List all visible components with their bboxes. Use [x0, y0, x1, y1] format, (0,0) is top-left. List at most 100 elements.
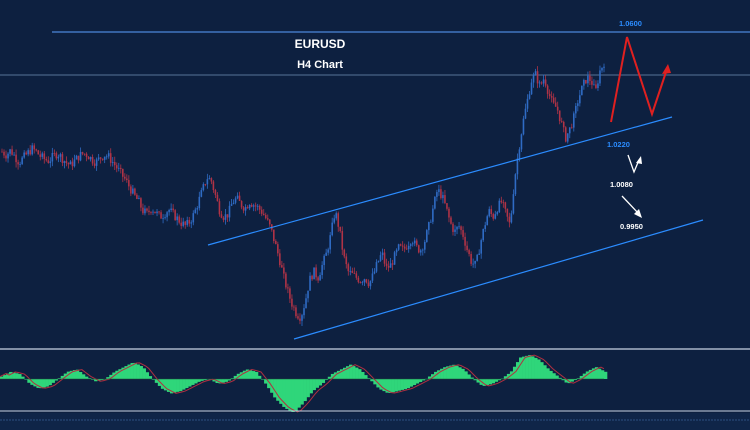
oscillator-bar — [203, 379, 207, 381]
candle-body — [51, 152, 54, 162]
oscillator-bar — [94, 379, 98, 382]
candle-body — [558, 110, 561, 122]
candle-body — [7, 153, 9, 159]
candle-body — [399, 244, 402, 246]
candle-body — [53, 152, 56, 154]
oscillator-bar — [497, 379, 502, 381]
oscillator-bar — [157, 379, 162, 386]
candle-body — [111, 161, 114, 163]
candle-body — [252, 205, 255, 207]
candle-body — [546, 85, 549, 94]
candle-body — [47, 160, 50, 163]
candle-body — [564, 127, 567, 142]
oscillator-bar — [188, 379, 192, 387]
oscillator-bar — [591, 368, 596, 379]
candle-body — [329, 235, 331, 250]
candle-body — [436, 192, 438, 197]
oscillator-bar — [212, 379, 216, 382]
oscillator-bar — [264, 379, 268, 384]
candle-body — [395, 249, 398, 253]
oscillator-bar — [136, 364, 140, 379]
oscillator-bar — [36, 379, 40, 388]
oscillator-histogram — [0, 354, 608, 413]
oscillator-bar — [294, 379, 298, 411]
downside-arrow-2-head — [634, 209, 642, 218]
candle-body — [81, 152, 84, 154]
oscillator-bar — [251, 371, 256, 379]
oscillator-bar — [66, 371, 71, 379]
oscillator-bar — [163, 379, 168, 391]
candle-body — [568, 127, 571, 134]
candle-body — [93, 163, 96, 166]
oscillator-bar — [200, 379, 204, 381]
oscillator-bar — [409, 379, 414, 387]
candle-body — [212, 181, 215, 191]
candle-body — [85, 153, 88, 157]
candle-body — [166, 212, 168, 218]
candle-body — [67, 162, 70, 165]
candle-body — [35, 149, 38, 151]
oscillator-bar — [72, 370, 77, 379]
candle-body — [476, 254, 478, 261]
oscillator-bar — [473, 379, 477, 381]
candle-body — [393, 252, 396, 265]
oscillator-bar — [349, 364, 353, 379]
candle-body — [41, 153, 44, 157]
candle-body — [234, 198, 237, 203]
candle-body — [494, 214, 497, 219]
candle-body — [281, 265, 283, 268]
candle-body — [315, 267, 317, 278]
candle-body — [15, 154, 17, 163]
oscillator-bar — [142, 368, 146, 379]
candle-body — [33, 145, 36, 150]
oscillator-bar — [230, 378, 234, 379]
oscillator-bar — [42, 379, 46, 388]
candle-body — [79, 152, 82, 161]
candle-body — [432, 208, 434, 222]
candle-body — [246, 207, 249, 209]
candle-body — [87, 156, 90, 160]
candle-body — [220, 214, 223, 218]
candle-body — [39, 154, 42, 157]
oscillator-bar — [69, 370, 74, 379]
oscillator-bar — [528, 355, 532, 379]
oscillator-bar — [458, 367, 462, 379]
candle-body — [132, 188, 134, 194]
candle-body — [560, 121, 563, 122]
oscillator-bar — [257, 375, 262, 379]
candle-body — [548, 93, 551, 97]
candle-body — [401, 245, 404, 247]
candle-body — [91, 157, 94, 164]
oscillator-bar — [336, 370, 341, 379]
forecast-projection-line — [610, 36, 668, 123]
candle-body — [200, 190, 203, 197]
candle-body — [359, 282, 362, 283]
candle-body — [323, 255, 325, 266]
candle-body — [438, 189, 440, 193]
oscillator-bar — [312, 379, 316, 391]
oscillator-bar — [148, 376, 153, 379]
candle-body — [140, 198, 142, 208]
candle-body — [512, 194, 515, 214]
candle-body — [275, 241, 277, 245]
candle-body — [339, 226, 342, 232]
candle-body — [363, 279, 366, 283]
oscillator-bar — [279, 379, 283, 404]
oscillator-bar — [522, 356, 526, 379]
candle-body — [89, 157, 92, 160]
oscillator-bar — [549, 370, 553, 379]
oscillator-bar — [421, 379, 426, 381]
candle-body — [283, 267, 285, 274]
candle-body — [462, 230, 464, 237]
oscillator-bar — [373, 379, 377, 385]
candle-body — [492, 214, 495, 219]
oscillator-bar — [115, 370, 119, 379]
candle-body — [480, 240, 482, 254]
oscillator-bar — [297, 379, 301, 408]
price-label-1-0220: 1.0220 — [607, 140, 630, 149]
oscillator-bar — [588, 369, 593, 379]
candle-body — [325, 252, 327, 256]
candle-body — [506, 208, 509, 217]
candle-body — [319, 275, 321, 281]
candle-body — [331, 222, 333, 236]
